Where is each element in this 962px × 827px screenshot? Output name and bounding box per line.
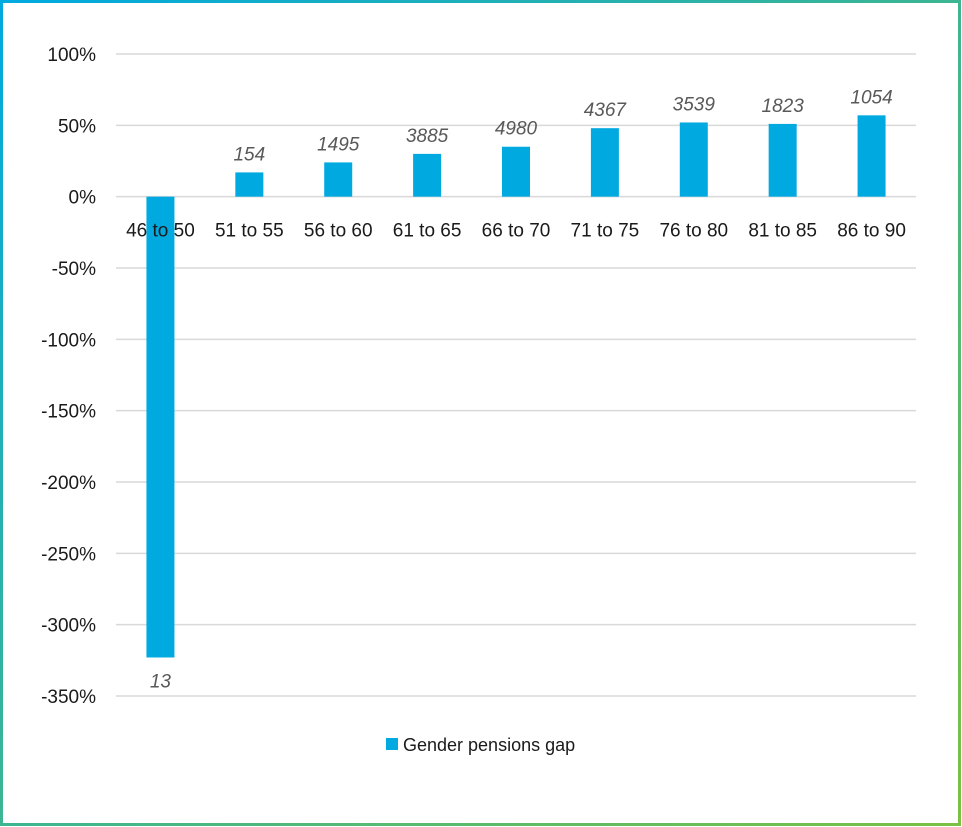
bar xyxy=(857,115,886,197)
legend-swatch xyxy=(386,738,398,750)
y-tick-label: -250% xyxy=(41,544,96,565)
y-tick-label: 50% xyxy=(58,116,96,137)
data-label: 4367 xyxy=(584,100,628,121)
data-label: 154 xyxy=(233,144,265,165)
y-tick-label: -200% xyxy=(41,473,96,494)
x-tick-label: 56 to 60 xyxy=(304,221,373,242)
bars xyxy=(146,115,886,658)
x-tick-label: 46 to 50 xyxy=(126,221,195,242)
data-label: 1823 xyxy=(762,96,805,117)
bar xyxy=(146,196,175,658)
x-tick-label: 86 to 90 xyxy=(837,221,906,242)
bar xyxy=(413,153,442,197)
legend-label: Gender pensions gap xyxy=(403,735,575,755)
y-tick-label: 100% xyxy=(47,45,96,66)
x-tick-label: 61 to 65 xyxy=(393,221,462,242)
data-label: 1495 xyxy=(317,134,360,155)
bar xyxy=(590,128,619,197)
data-label: 1054 xyxy=(850,87,892,108)
bar xyxy=(324,162,353,197)
y-tick-label: -100% xyxy=(41,330,96,351)
data-label: 3539 xyxy=(673,94,716,115)
y-tick-label: -350% xyxy=(41,687,96,708)
x-tick-label: 66 to 70 xyxy=(482,221,551,242)
bar xyxy=(502,146,530,197)
y-tick-label: 0% xyxy=(69,188,97,209)
legend: Gender pensions gap xyxy=(386,735,575,755)
y-tick-label: -50% xyxy=(52,259,96,280)
data-labels: 13 154 1495 3885 4980 4367 3539 1823 1054 xyxy=(150,87,893,692)
bar xyxy=(768,123,797,197)
gridlines xyxy=(116,53,916,697)
y-tick-label: -150% xyxy=(41,402,96,423)
x-tick-label: 71 to 75 xyxy=(571,221,640,242)
y-tick-label: -300% xyxy=(41,616,96,637)
data-label: 3885 xyxy=(406,126,449,147)
bar xyxy=(679,122,708,197)
bar xyxy=(235,172,264,197)
y-axis: 100% 50% 0% -50% -100% -150% -200% -250% -300% -3… xyxy=(41,45,96,708)
data-label: 13 xyxy=(150,671,172,692)
data-label: 4980 xyxy=(495,119,538,140)
x-tick-label: 51 to 55 xyxy=(215,221,284,242)
x-axis: 46 to 50 51 to 55 56 to 60 61 to 65 66 to 70… xyxy=(126,221,906,242)
x-tick-label: 76 to 80 xyxy=(659,221,728,242)
x-tick-label: 81 to 85 xyxy=(748,221,817,242)
